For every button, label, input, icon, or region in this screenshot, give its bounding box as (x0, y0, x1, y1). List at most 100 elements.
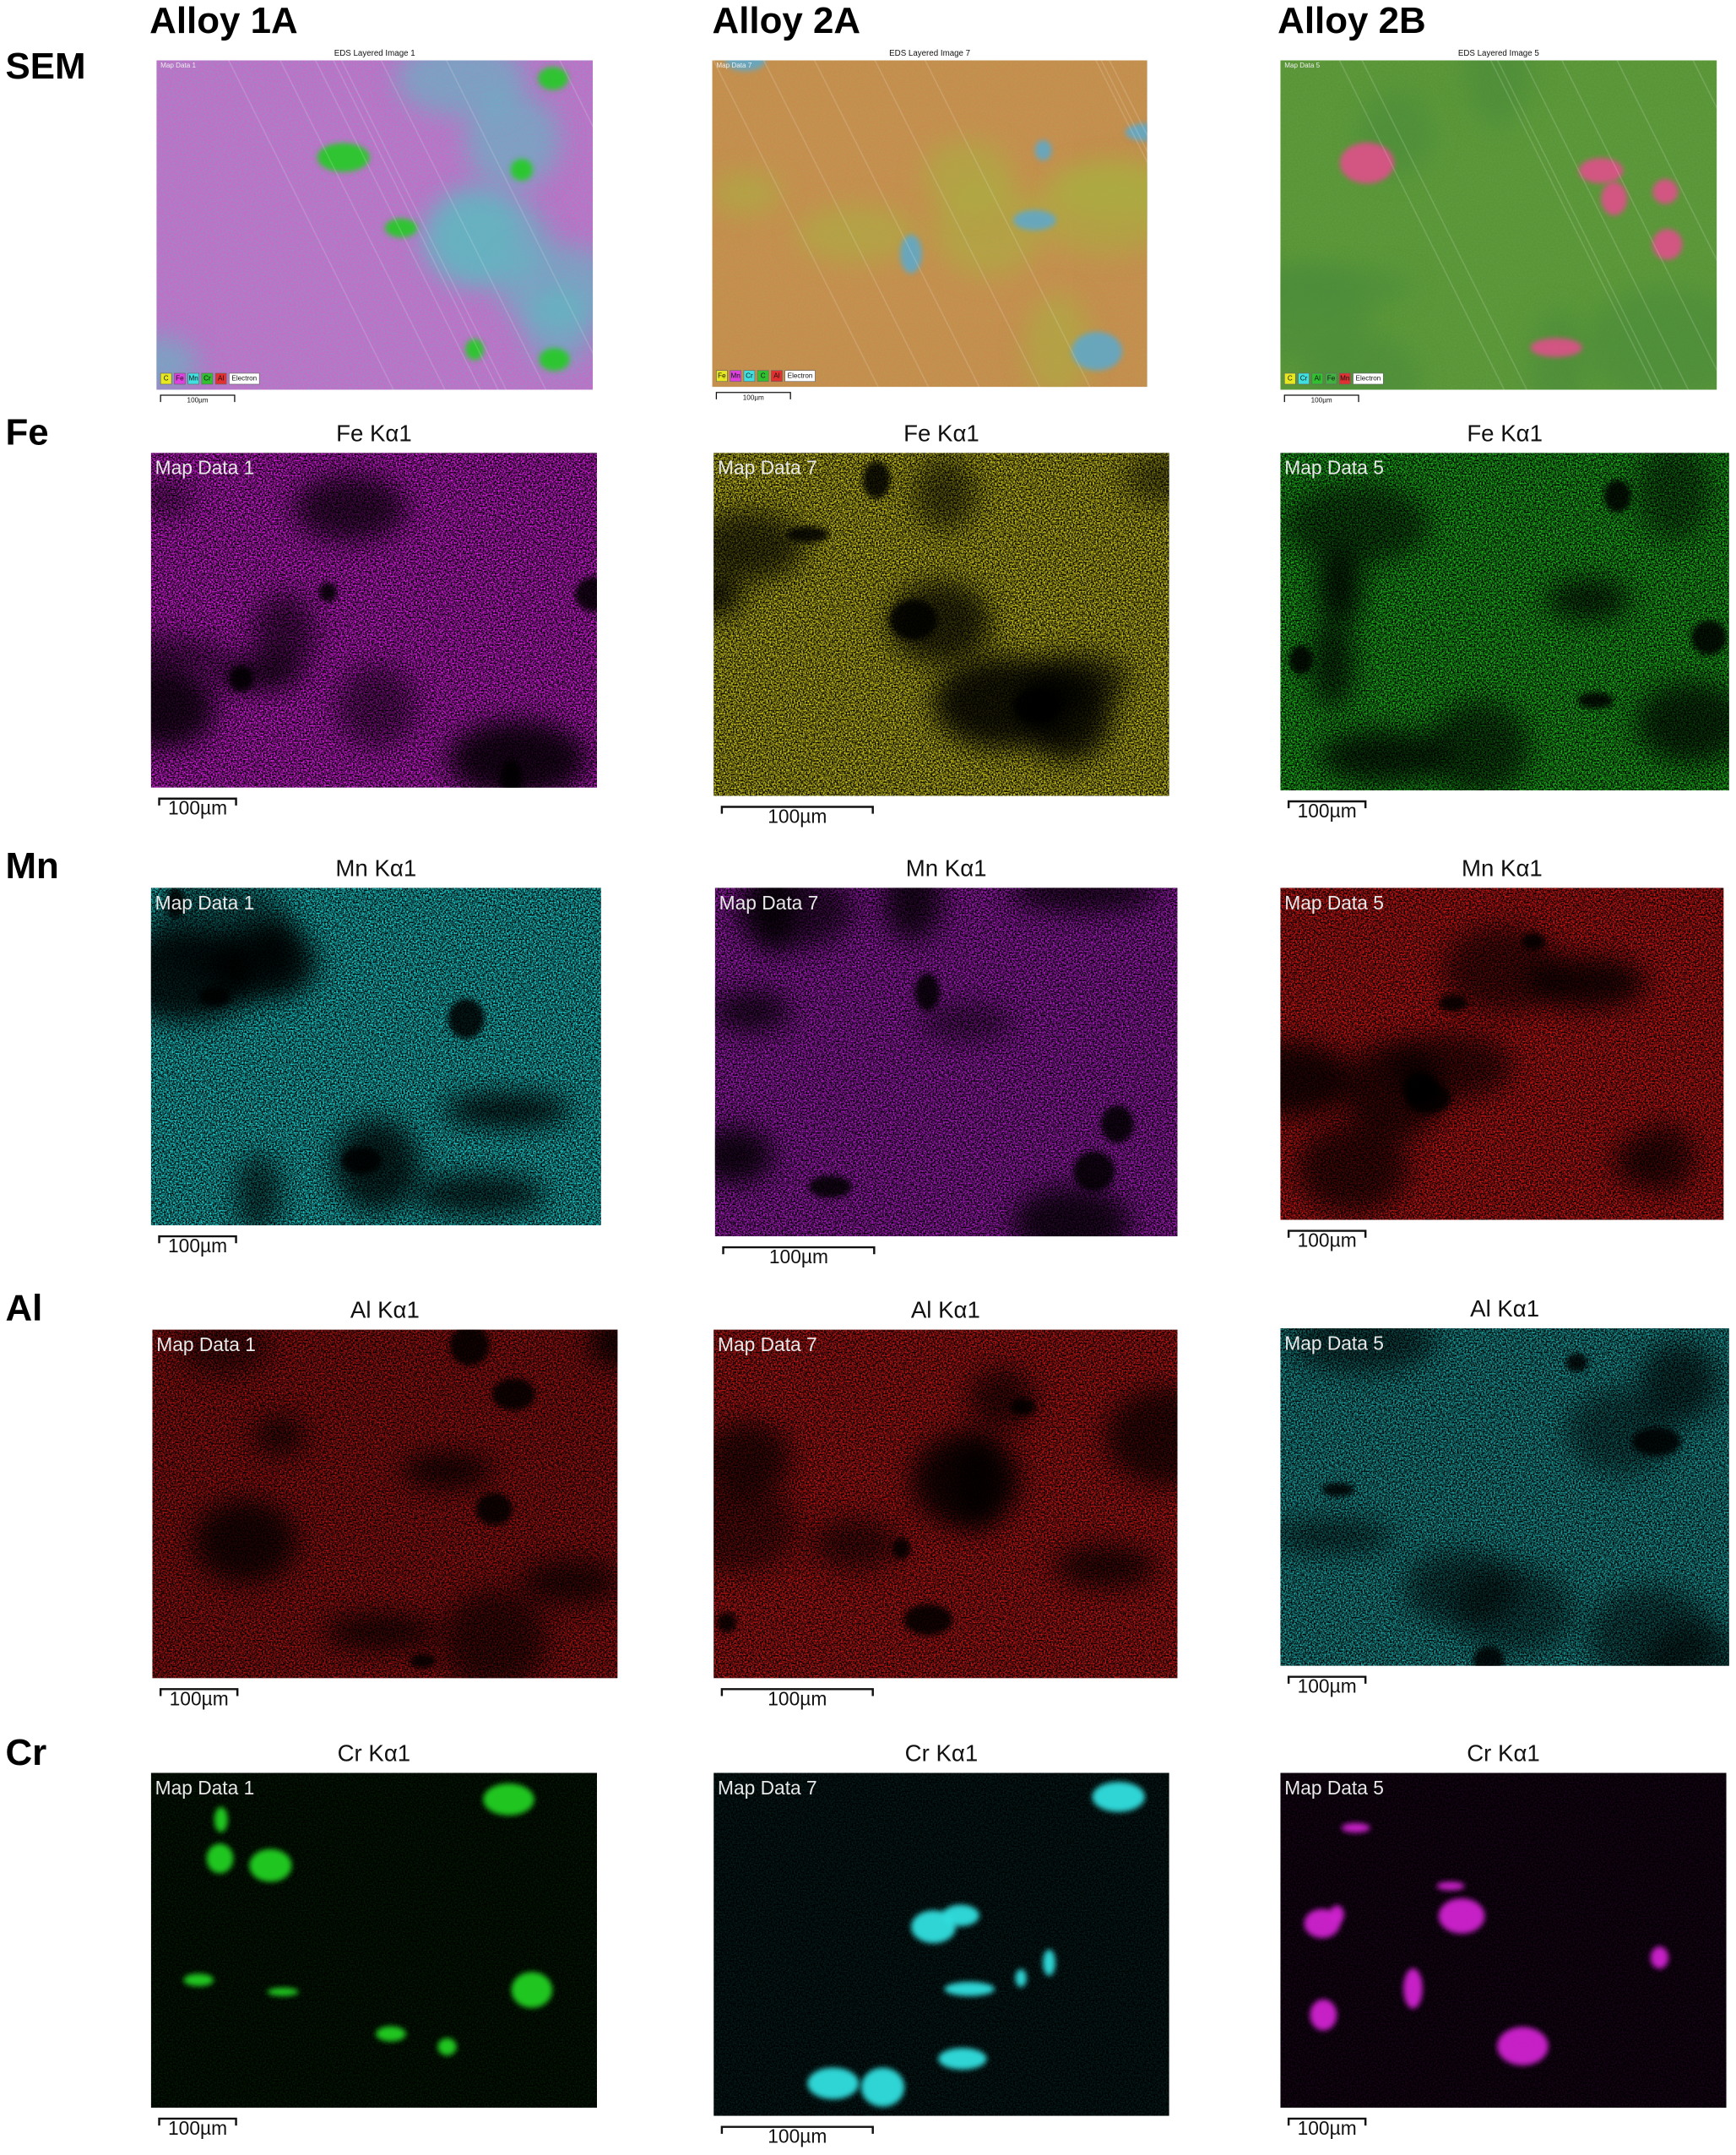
cr-rich-region (483, 1783, 534, 1816)
scratch (1522, 60, 1690, 390)
dark-particle (500, 759, 523, 788)
depleted-region (410, 1173, 546, 1216)
phase-region (1055, 160, 1147, 220)
row-label: SEM (6, 46, 86, 87)
scale-bar-label: 100µm (170, 1687, 229, 1709)
map-title: EDS Layered Image 7 (889, 49, 970, 58)
scale-bar (720, 1688, 874, 1696)
cr-rich-region (1403, 1968, 1423, 2009)
map-image (150, 453, 598, 788)
scale-bar-label: 100µm (1298, 1675, 1357, 1697)
phase-region (1529, 307, 1587, 390)
scale-bar-label: 100µm (768, 805, 827, 827)
depleted-region (150, 634, 228, 677)
scale-bar-label: 100µm (168, 1235, 227, 1257)
cr-rich-region (1092, 1782, 1146, 1812)
depleted-region (1643, 1623, 1729, 1666)
depleted-region (1123, 453, 1169, 505)
depleted-region (150, 480, 193, 517)
map-image (712, 60, 1147, 388)
depleted-region (150, 666, 216, 750)
scale-bar-label: 100µm (1298, 2117, 1357, 2139)
legend-swatch (201, 372, 214, 385)
map-label: Map Data 7 (718, 1333, 817, 1355)
map-title: Cr Kα1 (905, 1740, 979, 1767)
map-panel: Fe Kα1 Map Data 1 100µm (150, 420, 598, 819)
map-panel: EDS Layered Image 5 Map Data 5 C Cr Al Fe Mn El… (1280, 49, 1717, 404)
dark-particle (1405, 1083, 1451, 1115)
depleted-region (1404, 1550, 1521, 1626)
depleted-region (1012, 1186, 1131, 1237)
map-title: Mn Kα1 (906, 855, 987, 882)
scratch (874, 60, 1040, 388)
precipitate (1071, 332, 1123, 371)
precipitate (1601, 182, 1628, 216)
legend-entry: Mn (189, 375, 198, 383)
map-panel: Fe Kα1 Map Data 5 100µm (1280, 420, 1729, 822)
cr-rich-region (938, 2048, 987, 2070)
scale-bar-label: 100µm (1298, 800, 1357, 822)
depleted-region (1311, 619, 1354, 709)
dark-particle (475, 1492, 513, 1526)
cr-rich-region (911, 1910, 957, 1944)
legend-swatch (743, 370, 756, 383)
scratch (924, 60, 1091, 388)
dark-particle (892, 1538, 911, 1560)
legend-entry: C (761, 372, 766, 379)
legend-entry: C (164, 375, 169, 383)
depleted-region (1054, 1544, 1158, 1589)
scratch (1561, 60, 1717, 372)
precipitate (1125, 123, 1147, 142)
map-panel: Mn Kα1 Map Data 1 100µm (150, 855, 601, 1257)
cr-rich-region (1310, 1999, 1337, 2031)
map-image (1280, 60, 1717, 390)
depleted-region (1631, 1122, 1696, 1194)
dark-particle (165, 888, 186, 919)
dark-particle (491, 1377, 535, 1411)
map-title: EDS Layered Image 5 (1458, 49, 1540, 58)
scale-bar-label: 100µm (768, 1687, 827, 1709)
map-panel: EDS Layered Image 7 Map Data 7 Fe Mn Cr C Al El… (712, 49, 1147, 401)
depleted-region (177, 1329, 272, 1376)
map-image (150, 1772, 598, 2108)
map-title: Fe Kα1 (1467, 420, 1543, 446)
depleted-region (442, 1589, 548, 1679)
phase-region (1024, 294, 1092, 388)
legend-entry: Electron (788, 372, 813, 379)
depleted-region (1285, 483, 1431, 566)
legend-entry: Al (773, 372, 779, 379)
row-label: Mn (6, 845, 59, 887)
depleted-region (1546, 578, 1631, 621)
legend-entry: Mn (1340, 375, 1349, 383)
legend-swatch (160, 372, 172, 385)
precipitate (900, 234, 922, 274)
precipitate (317, 143, 370, 172)
scale-bar (715, 392, 791, 399)
scale-bar (1287, 2117, 1367, 2126)
cr-rich-region (183, 1973, 214, 1987)
scratch (380, 60, 547, 390)
depleted-region (713, 511, 806, 582)
column-header: Alloy 2A (713, 0, 861, 41)
scratch (1616, 60, 1717, 262)
scale-bar (158, 797, 237, 806)
depleted-region (1280, 1519, 1394, 1554)
legend-swatch (1353, 372, 1384, 385)
column-header: Alloy 1A (149, 0, 298, 41)
scratch (1361, 60, 1527, 390)
cr-rich-region (944, 1981, 995, 1996)
map-label: Map Data 7 (718, 1777, 817, 1799)
scale-bar (1283, 394, 1359, 403)
cr-rich-region (511, 1972, 553, 2008)
map-label: Map Data 1 (156, 1333, 256, 1355)
dark-particle (1631, 1427, 1681, 1457)
precipitate (1530, 338, 1582, 358)
scale-bar (158, 1235, 237, 1244)
scale-bar-label: 100µm (187, 397, 209, 404)
dark-particle (862, 460, 891, 499)
legend-swatch (757, 370, 769, 383)
depleted-region (1287, 1327, 1436, 1374)
map-label: Map Data 1 (155, 1777, 255, 1799)
legend-entry: Fe (176, 375, 184, 383)
